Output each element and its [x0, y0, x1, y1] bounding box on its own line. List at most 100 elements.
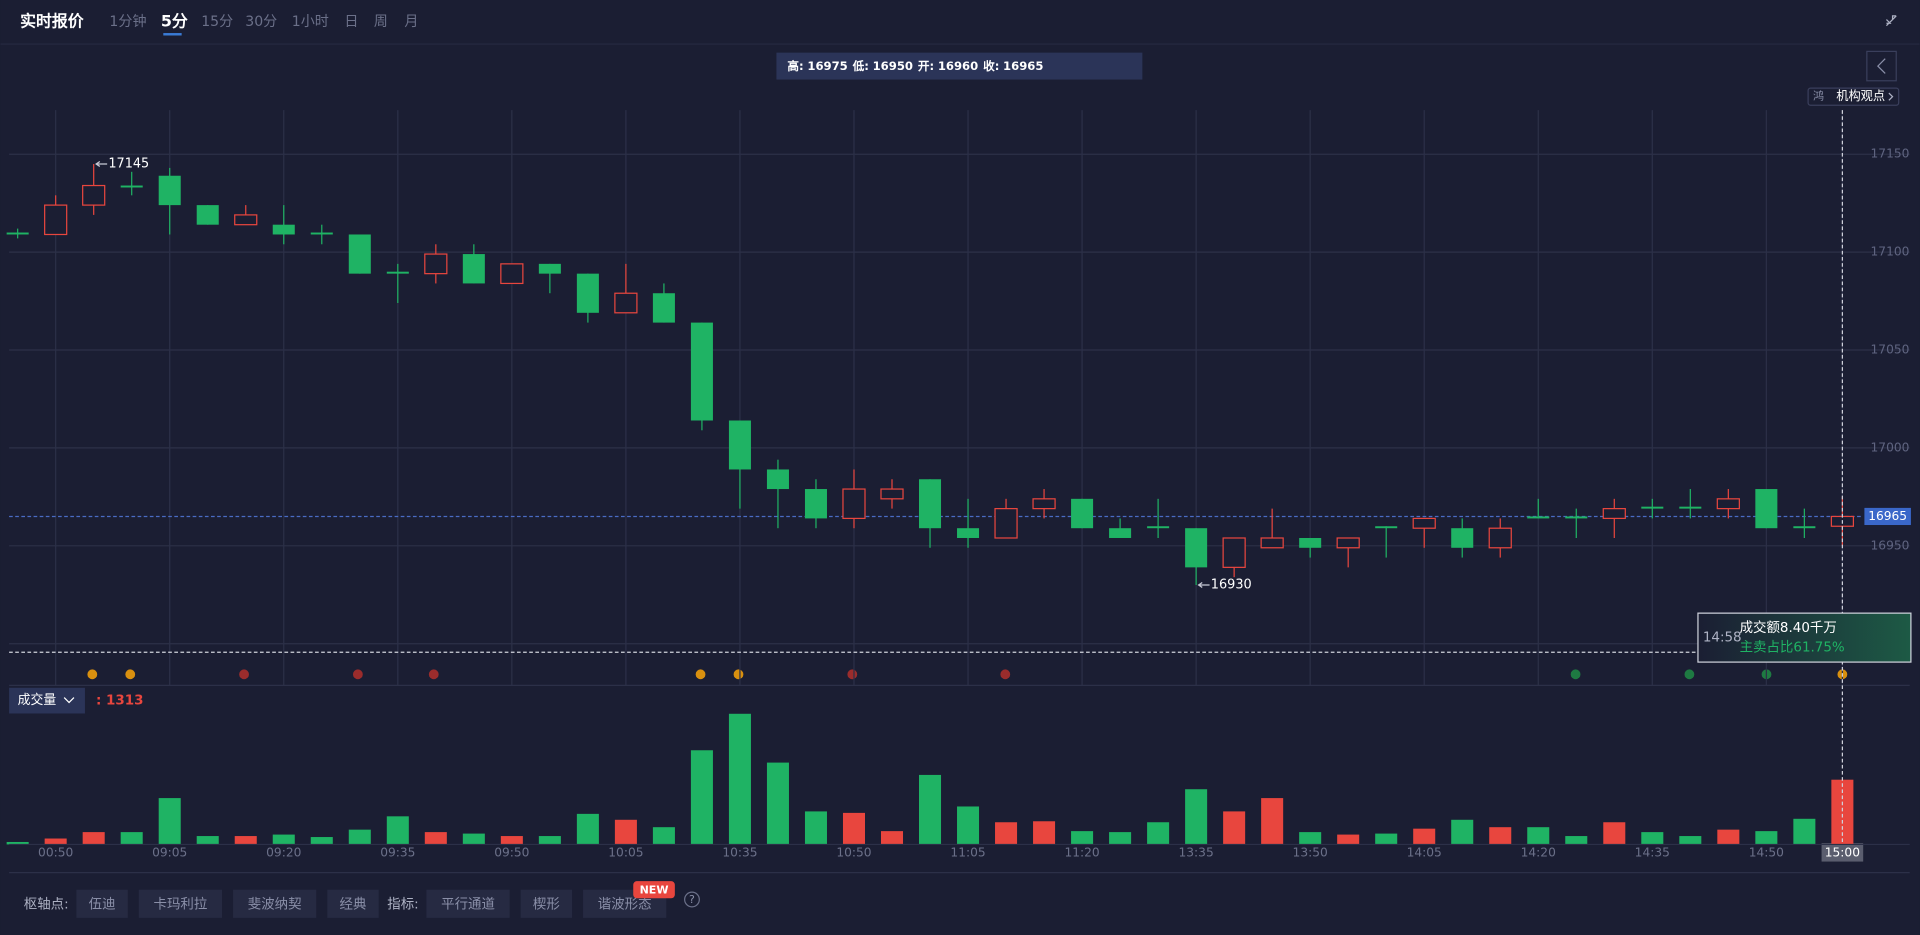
event-marker[interactable] — [1570, 669, 1581, 680]
candle-body — [1147, 526, 1170, 529]
candle-body — [1185, 528, 1208, 568]
volume-bar — [424, 832, 447, 845]
candle-body — [1032, 498, 1056, 510]
timeframe-tab[interactable]: 日 — [344, 14, 358, 30]
badge-box[interactable] — [1807, 87, 1900, 106]
event-marker[interactable] — [847, 669, 858, 680]
volume-bar — [1147, 822, 1170, 845]
volume-bar — [272, 834, 295, 845]
event-marker[interactable] — [733, 669, 744, 680]
ohlc-label: 收: — [983, 59, 999, 73]
x-tick-label: 09:50 — [494, 846, 529, 860]
volume-bar — [842, 812, 866, 845]
volume-bar — [1679, 836, 1702, 845]
tooltip-time: 14:58 — [1703, 631, 1742, 646]
side-toggle[interactable] — [1866, 50, 1897, 82]
candle-body — [766, 469, 789, 490]
volume-selector-label[interactable]: 成交量 — [18, 692, 57, 708]
timeframe-tab[interactable]: 1分钟 — [109, 13, 146, 30]
candle-body — [994, 508, 1018, 539]
candle-body — [842, 488, 866, 520]
candle-body — [728, 420, 751, 470]
extreme-arrow — [1197, 582, 1210, 588]
volume-bar — [348, 829, 371, 845]
candle-body — [1336, 537, 1360, 549]
help-icon-label: ? — [689, 893, 695, 906]
volume-bar — [1071, 831, 1094, 845]
x-tick-label: 10:35 — [722, 846, 757, 860]
event-marker[interactable] — [239, 669, 249, 680]
volume-bar — [386, 816, 409, 845]
collapse-glyph[interactable] — [1886, 15, 1897, 27]
collapse-icon[interactable] — [1886, 15, 1897, 27]
event-marker[interactable] — [428, 669, 439, 680]
help-icon — [684, 891, 700, 908]
timeframe-tab[interactable]: 1小时 — [292, 14, 329, 30]
event-marker[interactable] — [695, 669, 706, 680]
timeframe-tab[interactable]: 周 — [374, 14, 388, 30]
event-marker[interactable] — [87, 669, 98, 680]
event-marker[interactable] — [1684, 669, 1695, 680]
candle-body — [1299, 537, 1322, 548]
event-marker[interactable] — [125, 669, 136, 680]
badge-icon: 鸿 — [1813, 89, 1824, 103]
ohlc-label: 开: — [918, 59, 934, 73]
volume-bar — [804, 811, 827, 845]
timeframe-tab[interactable]: 15分 — [201, 14, 233, 30]
ohlc-value: 16960 — [938, 59, 978, 73]
x-tick-label: 13:35 — [1179, 846, 1214, 860]
timeframe-tab[interactable]: 5分 — [161, 12, 188, 31]
volume-bar — [1793, 818, 1816, 845]
badge-chevron — [1888, 92, 1894, 101]
event-marker[interactable] — [352, 669, 363, 680]
candle-body — [1260, 537, 1284, 549]
y-tick-label: 16950 — [1871, 538, 1910, 552]
footer-button[interactable] — [76, 889, 128, 918]
volume-bar — [44, 838, 67, 845]
volume-bar — [538, 836, 561, 845]
ohlc-header: 高: 16975 低: 16950 开: 16960 收: 16965 — [787, 59, 1043, 73]
last-price-badge — [1864, 507, 1911, 526]
footer-button-label: 平行通道 — [441, 896, 495, 912]
timeframe-tab[interactable]: 30分 — [245, 14, 277, 30]
extreme-label: 16930 — [1211, 577, 1252, 592]
candle-body — [82, 184, 106, 206]
footer-button[interactable] — [233, 889, 317, 918]
volume-selector[interactable] — [9, 687, 85, 714]
volume-bar — [614, 819, 637, 845]
candle-body — [652, 293, 675, 323]
candle-body — [310, 232, 333, 235]
footer-button[interactable] — [138, 889, 223, 918]
timeframe-tab[interactable]: 月 — [404, 14, 418, 30]
volume-readout: : 1313 — [96, 694, 144, 709]
candle-body — [957, 528, 980, 538]
x-tick-label: 11:20 — [1064, 846, 1099, 860]
candle-body — [272, 224, 295, 235]
x-tick-highlight — [1821, 843, 1864, 862]
volume-bar — [1223, 811, 1246, 845]
last-price-label: 16965 — [1868, 509, 1907, 523]
candle-body — [1488, 527, 1512, 549]
candle-body — [44, 204, 68, 236]
volume-bar — [1375, 833, 1398, 845]
candle-body — [120, 185, 143, 188]
candle-body — [919, 479, 942, 529]
volume-bar — [1451, 819, 1474, 845]
volume-bar — [1603, 822, 1626, 845]
candle-body — [1071, 498, 1094, 529]
candle-body — [1565, 516, 1588, 519]
badge-label[interactable]: 机构观点 — [1836, 88, 1885, 103]
x-tick-label: 09:35 — [380, 846, 415, 860]
footer-button[interactable] — [426, 889, 510, 918]
event-marker[interactable] — [1000, 669, 1011, 680]
volume-bar — [120, 832, 143, 845]
footer-button-label: 谐波形态 — [598, 896, 652, 912]
tooltip-amount: 成交额8.40千万 — [1740, 619, 1837, 636]
tooltip-ratio: 主卖占比61.75% — [1740, 639, 1845, 655]
candle-body — [1451, 528, 1474, 548]
footer-button[interactable] — [520, 889, 573, 918]
footer-button[interactable] — [327, 889, 379, 918]
candle-body — [576, 273, 599, 313]
